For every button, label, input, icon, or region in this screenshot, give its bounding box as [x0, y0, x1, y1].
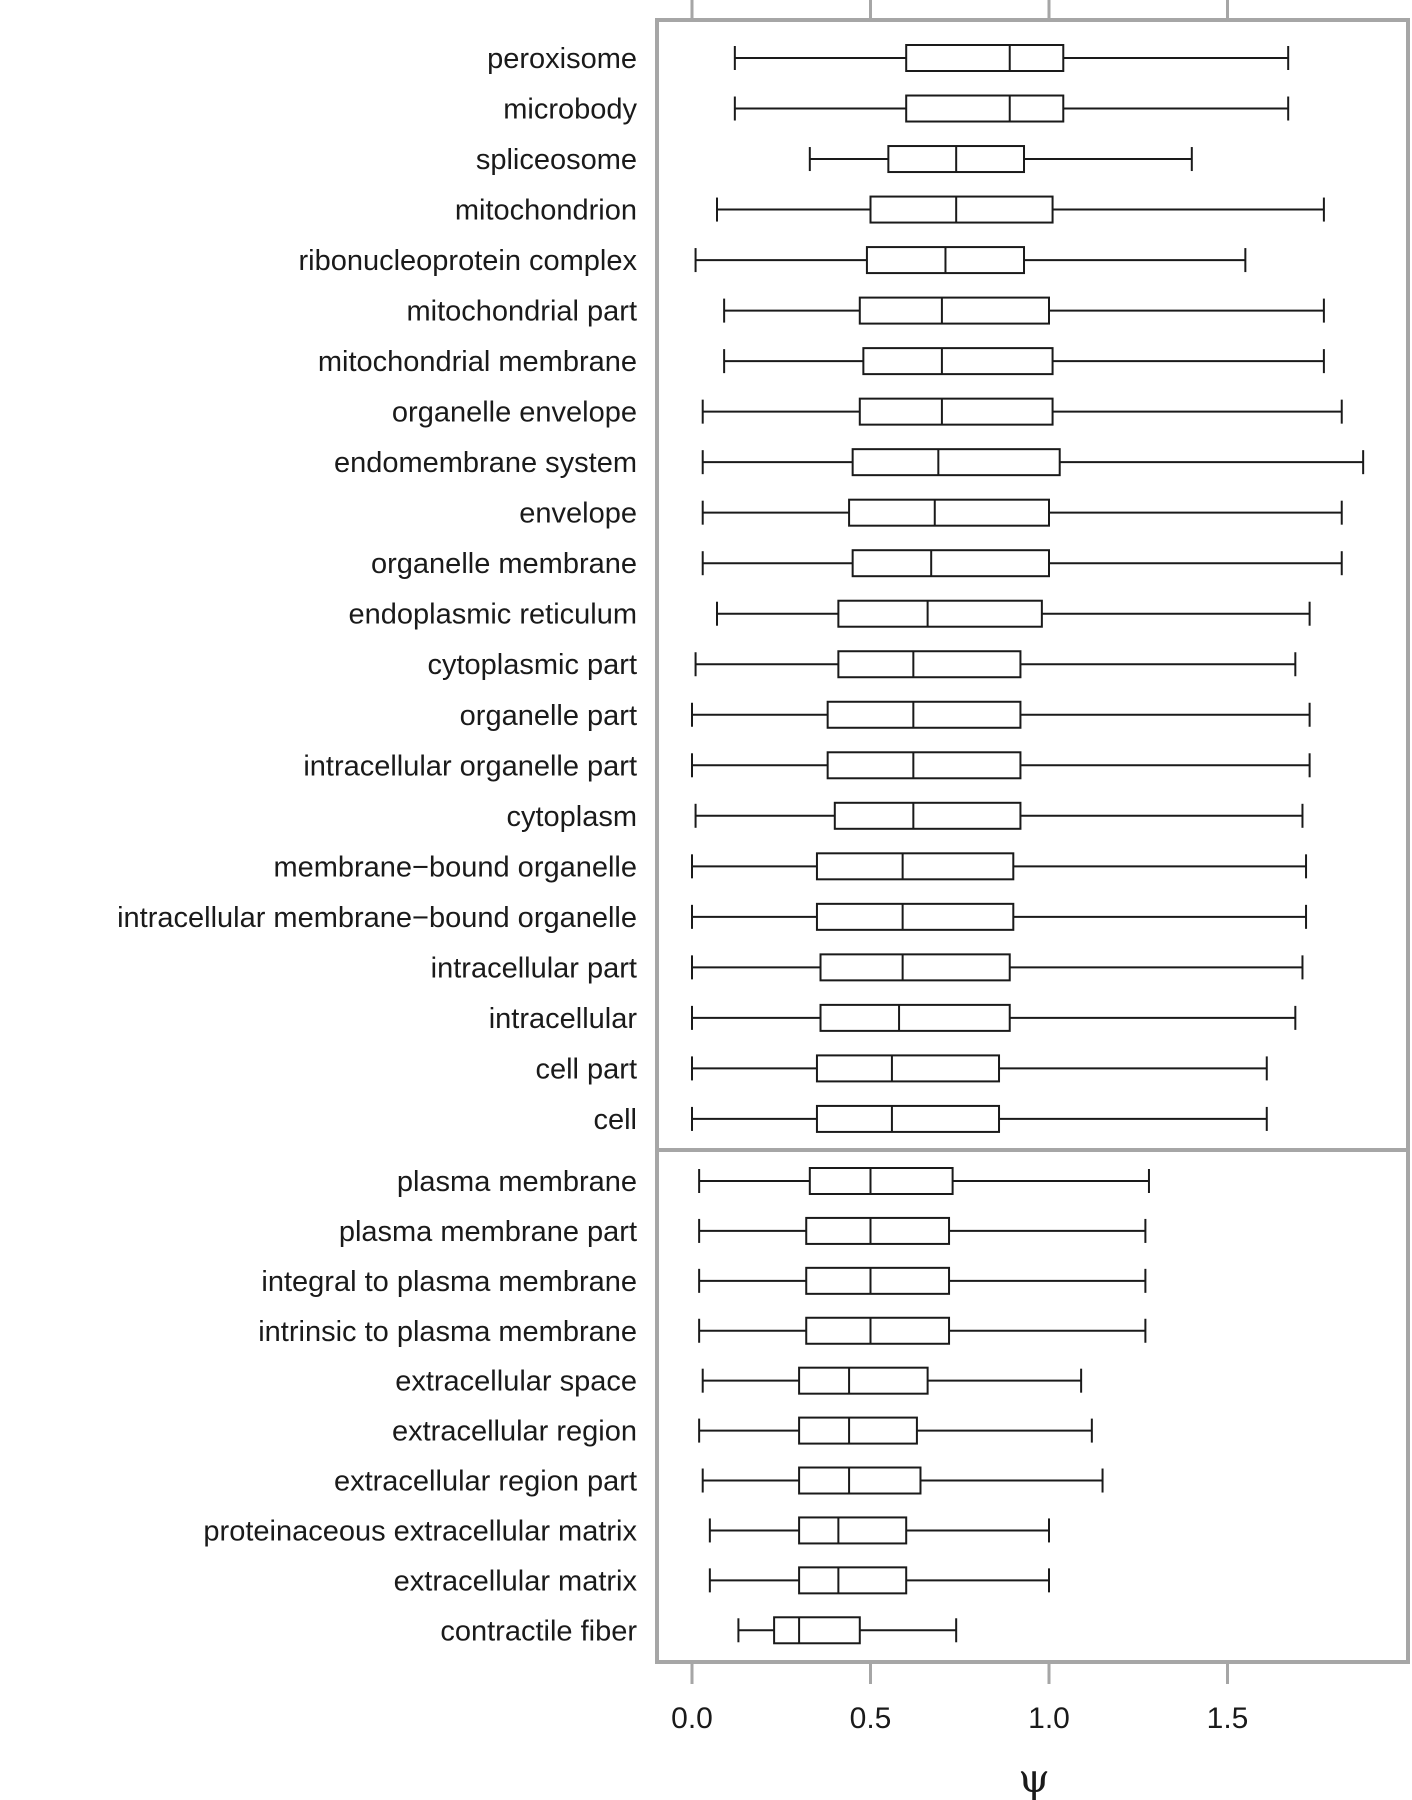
category-label: extracellular matrix — [394, 1565, 638, 1597]
box-iqr — [815, 852, 1015, 881]
category-label: spliceosome — [476, 144, 637, 176]
category-label: organelle part — [460, 700, 637, 732]
box-iqr — [833, 801, 1022, 830]
category-label: extracellular region part — [334, 1466, 637, 1498]
box-iqr — [848, 498, 1051, 527]
category-label: organelle envelope — [392, 397, 637, 429]
category-label: plasma membrane — [397, 1166, 637, 1198]
x-tick-label: 1.5 — [1207, 1702, 1249, 1735]
box-iqr — [798, 1566, 908, 1595]
category-label: cell — [593, 1104, 637, 1136]
box-iqr — [826, 700, 1022, 729]
box-iqr — [808, 1167, 954, 1195]
box-iqr — [837, 599, 1043, 628]
box-iqr — [798, 1466, 922, 1495]
category-label: cytoplasm — [506, 801, 637, 833]
category-label: extracellular space — [395, 1366, 637, 1398]
box-iqr — [869, 195, 1054, 224]
category-label: intracellular organelle part — [303, 750, 637, 782]
box-iqr — [837, 650, 1022, 679]
box-iqr — [815, 1054, 1001, 1083]
panel-frame-top — [655, 18, 1410, 1152]
box-iqr — [815, 1104, 1001, 1133]
x-axis-title: ψ — [1018, 1756, 1049, 1800]
category-label: proteinaceous extracellular matrix — [203, 1515, 637, 1547]
category-label: cytoplasmic part — [427, 649, 637, 681]
category-label: integral to plasma membrane — [261, 1266, 637, 1298]
box-iqr — [805, 1316, 951, 1345]
box-iqr — [819, 953, 1011, 982]
box-iqr — [819, 1003, 1011, 1032]
category-label: extracellular region — [392, 1416, 637, 1448]
x-tick-label: 0.5 — [850, 1702, 892, 1735]
box-iqr — [905, 94, 1065, 123]
box-iqr — [798, 1516, 908, 1545]
panel-frame-bottom — [655, 1148, 1410, 1664]
box-iqr — [798, 1416, 918, 1445]
box-iqr — [805, 1216, 951, 1245]
category-label: endomembrane system — [334, 447, 637, 479]
category-label: plasma membrane part — [339, 1216, 637, 1248]
category-label: contractile fiber — [440, 1615, 637, 1647]
category-label: membrane−bound organelle — [273, 851, 637, 883]
box-iqr — [826, 751, 1022, 780]
category-label: peroxisome — [487, 43, 637, 75]
category-label: organelle membrane — [371, 548, 637, 580]
category-label: cell part — [535, 1053, 637, 1085]
box-iqr — [773, 1616, 861, 1645]
box-iqr — [805, 1266, 951, 1295]
box-iqr — [851, 549, 1051, 578]
category-label: intrinsic to plasma membrane — [258, 1316, 637, 1348]
category-label: intracellular — [489, 1003, 638, 1035]
box-iqr — [815, 902, 1015, 931]
box-iqr — [858, 397, 1054, 426]
box-iqr — [798, 1366, 929, 1395]
x-tick-label: 1.0 — [1028, 1702, 1070, 1735]
category-label: endoplasmic reticulum — [348, 599, 637, 631]
box-iqr — [905, 44, 1065, 72]
category-label: intracellular membrane−bound organelle — [117, 902, 637, 934]
category-label: mitochondrion — [455, 195, 637, 227]
box-iqr — [858, 296, 1050, 325]
category-label: ribonucleoprotein complex — [298, 245, 637, 277]
category-label: envelope — [519, 498, 637, 530]
box-iqr — [862, 347, 1054, 376]
box-iqr — [851, 448, 1061, 477]
category-label: mitochondrial membrane — [318, 346, 637, 378]
category-label: mitochondrial part — [407, 296, 638, 328]
x-tick-label: 0.0 — [671, 1702, 713, 1735]
category-label: intracellular part — [431, 952, 637, 984]
category-label: microbody — [503, 94, 637, 126]
